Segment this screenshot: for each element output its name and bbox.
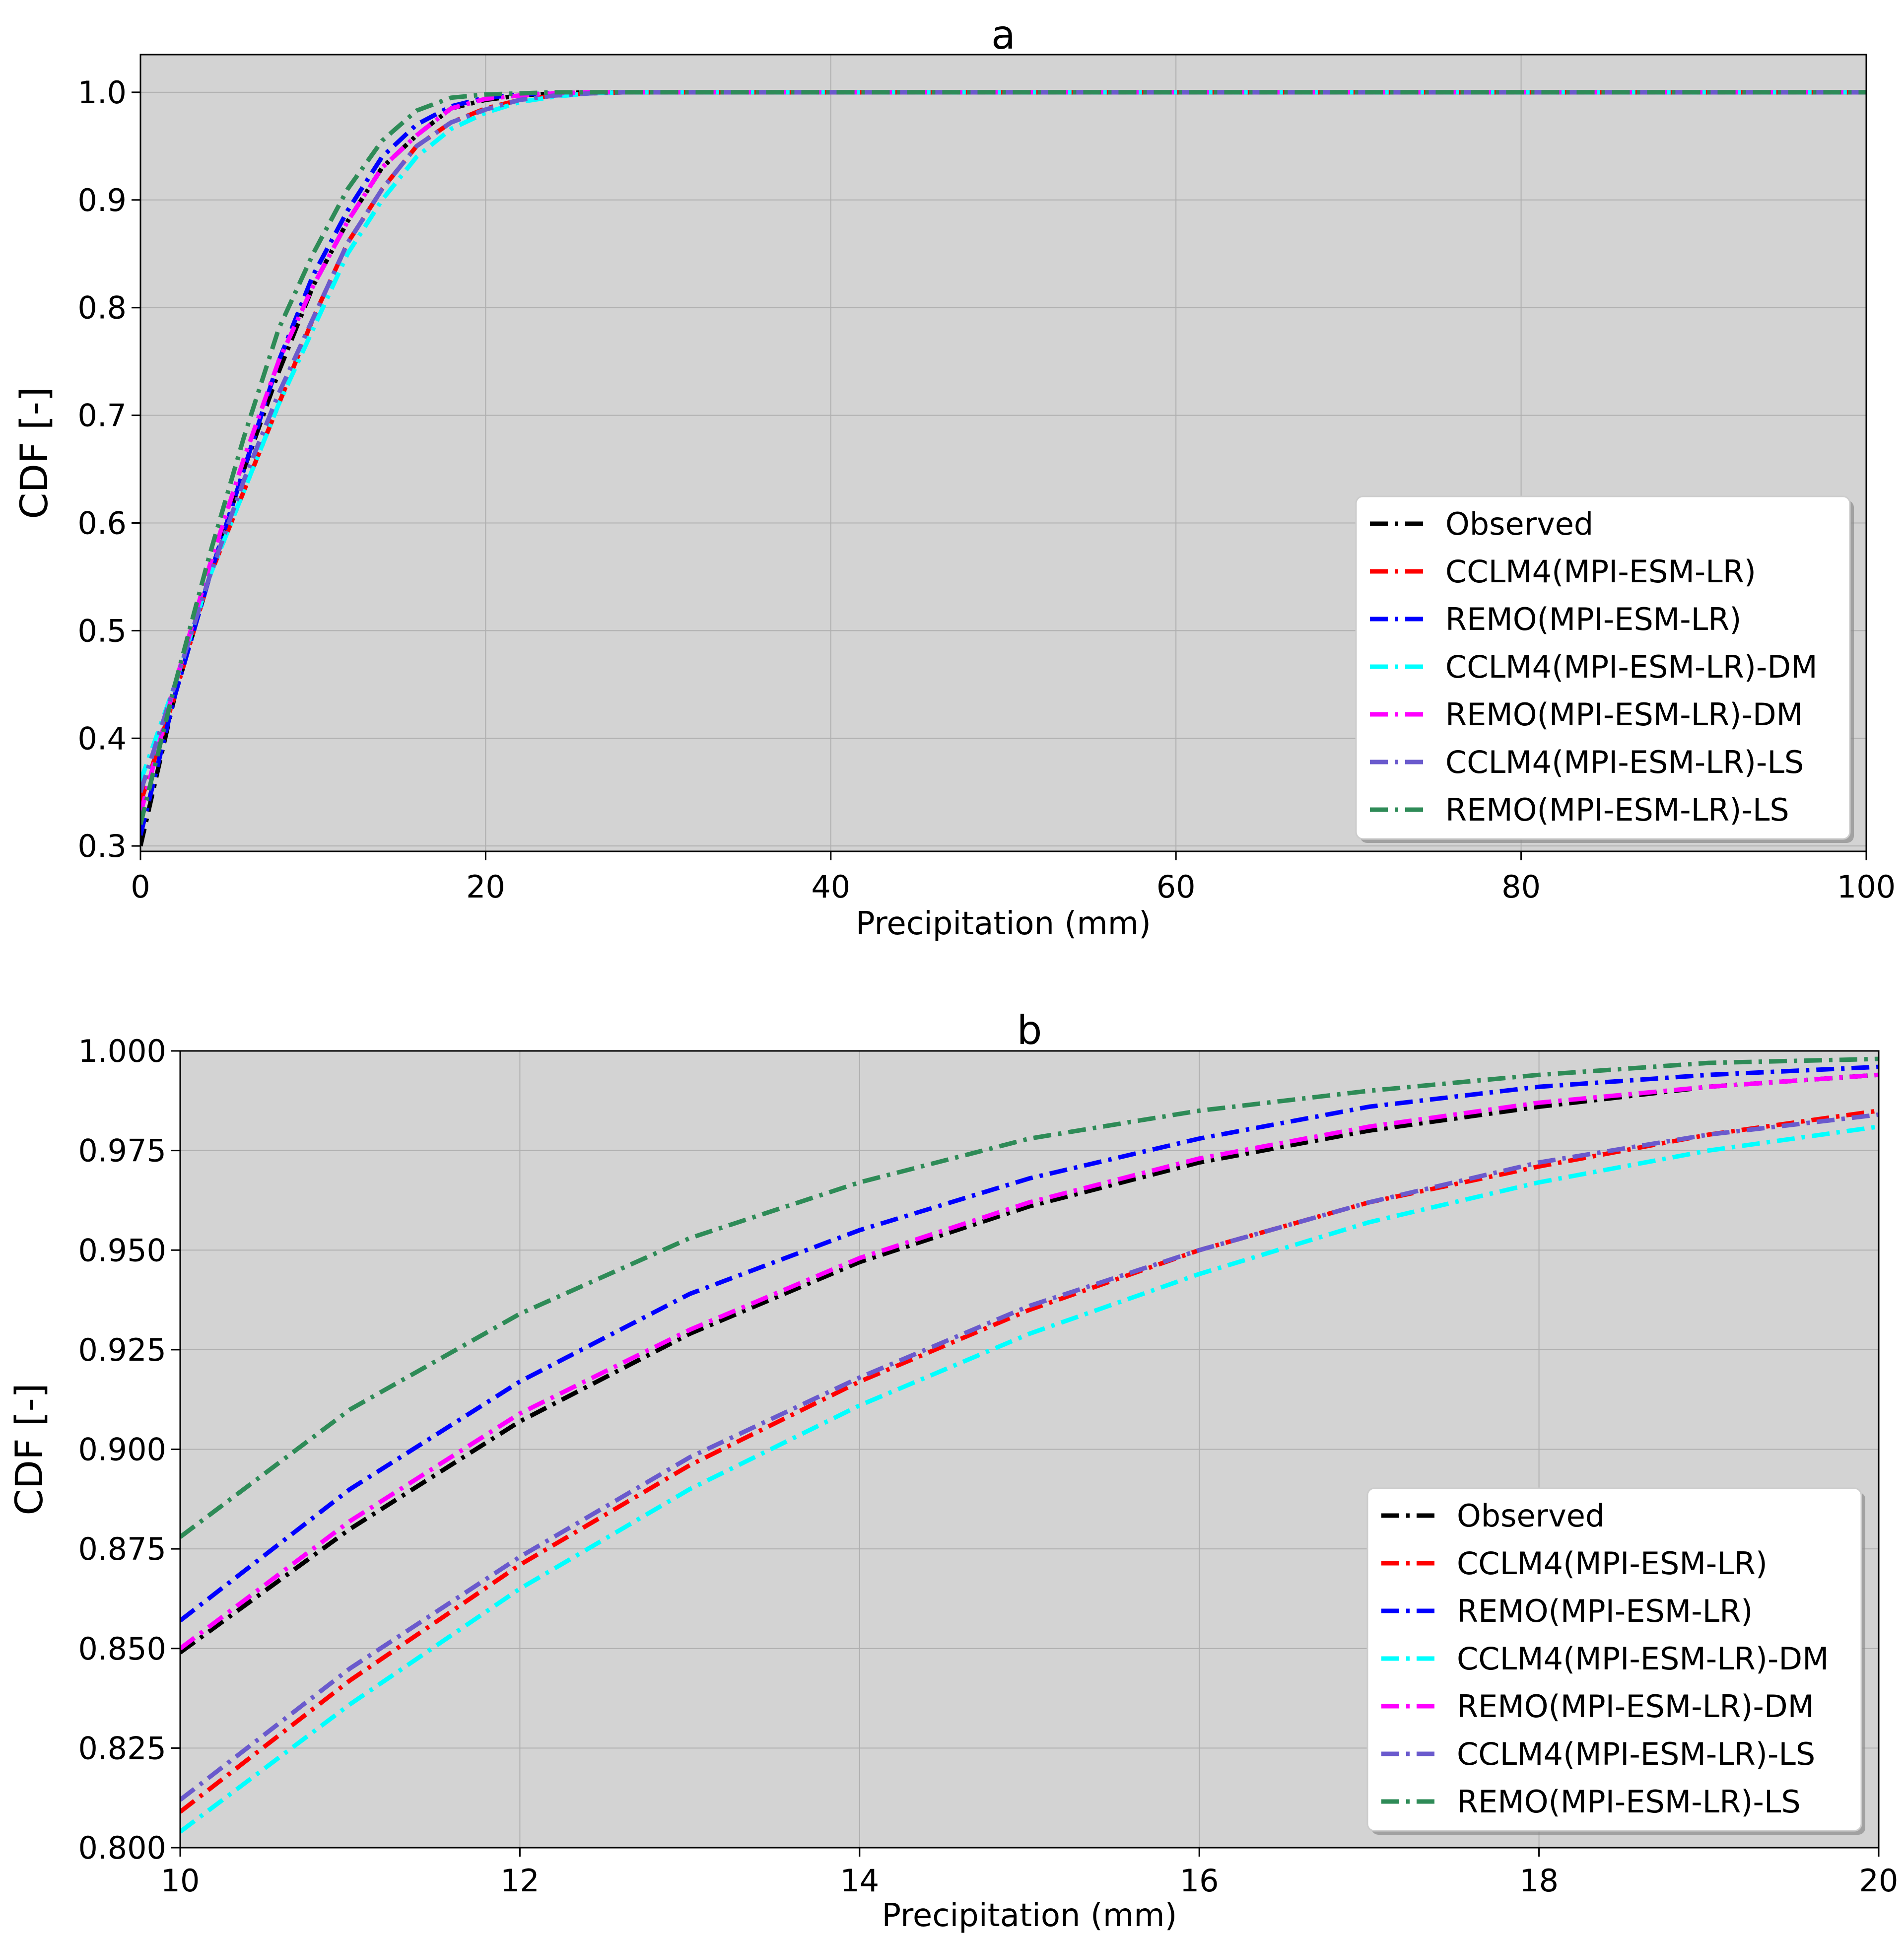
chart-a-legend-box <box>1355 495 1851 840</box>
chart-a-x-tick-label: 100 <box>1837 869 1896 905</box>
chart-b-legend-label: REMO(MPI-ESM-LR)-DM <box>1457 1688 1814 1725</box>
chart-a-legend-label: REMO(MPI-ESM-LR)-LS <box>1445 792 1789 828</box>
chart-b-y-tick-label: 0.875 <box>78 1531 167 1567</box>
chart-a-x-axis-label: Precipitation (mm) <box>856 905 1151 942</box>
chart-a-y-tick-label: 0.8 <box>77 290 127 326</box>
chart-a: 0 20 40 60 80 100 0.3 0.4 0.5 0.6 0.7 0.8 0.9 1.0 a Pre… <box>12 12 1896 942</box>
chart-a-legend-label: CCLM4(MPI-ESM-LR) <box>1445 554 1756 590</box>
chart-a-x-tick-label: 80 <box>1501 869 1541 905</box>
chart-b-y-tick-label: 0.950 <box>78 1232 167 1268</box>
chart-a-y-tick-label: 0.7 <box>77 398 127 434</box>
chart-b-legend-label: REMO(MPI-ESM-LR) <box>1457 1593 1753 1629</box>
chart-a-y-tick-label: 0.5 <box>77 613 127 649</box>
chart-a-legend-label: CCLM4(MPI-ESM-LR)-LS <box>1445 744 1804 780</box>
chart-a-series-line-cclm4-mpi-esm-lr <box>140 90 1866 804</box>
chart-a-x-tick-label: 60 <box>1156 869 1196 905</box>
chart-b-y-axis-label: CDF [-] <box>7 1383 51 1515</box>
chart-a-series-group <box>140 90 1866 847</box>
chart-a-y-tick-label: 0.3 <box>77 828 127 864</box>
chart-b-x-tick-label: 18 <box>1519 1863 1559 1899</box>
chart-b-x-tick-label: 16 <box>1180 1863 1219 1899</box>
chart-b-y-tick-label: 0.900 <box>78 1432 167 1468</box>
chart-a-legend-label: REMO(MPI-ESM-LR) <box>1445 601 1741 637</box>
chart-b: 10 12 14 16 18 20 0.800 0.825 0.850 0.875 0.900 0.9… <box>7 1007 1898 1934</box>
chart-b-x-tick-label: 10 <box>161 1863 200 1899</box>
chart-a-x-tick-label: 0 <box>131 869 150 905</box>
chart-a-legend-label: CCLM4(MPI-ESM-LR)-DM <box>1445 649 1818 685</box>
chart-b-legend-label: CCLM4(MPI-ESM-LR)-DM <box>1457 1641 1829 1677</box>
chart-a-legend: Observed CCLM4(MPI-ESM-LR) REMO(MPI-ESM-LR… <box>1355 495 1854 843</box>
chart-a-legend-label: REMO(MPI-ESM-LR)-DM <box>1445 696 1803 733</box>
chart-b-series-line-cclm4-mpi-esm-lr-ls <box>180 1112 1879 1802</box>
chart-a-y-tick-label: 0.6 <box>77 505 127 541</box>
chart-b-series-line-cclm4-mpi-esm-lr-dm <box>180 1124 1879 1834</box>
chart-a-series-line-remo-mpi-esm-lr-ls <box>140 90 1866 825</box>
chart-a-y-axis-label: CDF [-] <box>12 387 56 519</box>
chart-a-legend-label: Observed <box>1445 506 1593 542</box>
chart-b-legend: Observed CCLM4(MPI-ESM-LR) REMO(MPI-ESM-LR… <box>1366 1487 1865 1835</box>
chart-b-y-tick-label: 0.800 <box>78 1830 167 1866</box>
chart-a-series-line-cclm4-mpi-esm-lr-ls <box>140 90 1866 793</box>
chart-b-y-tick-label: 1.000 <box>78 1033 167 1069</box>
chart-b-y-tick-label: 0.850 <box>78 1631 167 1667</box>
chart-b-y-tick-label: 0.975 <box>78 1133 167 1169</box>
chart-a-axes-frame <box>139 54 1867 852</box>
chart-b-series-line-observed <box>180 1072 1879 1655</box>
chart-b-series-group <box>180 1056 1879 1834</box>
chart-b-y-tick-label: 0.925 <box>78 1332 167 1368</box>
chart-a-title: a <box>991 12 1016 58</box>
chart-b-series-line-remo-mpi-esm-lr <box>180 1064 1879 1623</box>
chart-b-x-tick-label: 12 <box>500 1863 540 1899</box>
chart-a-x-tick-label: 20 <box>466 869 505 905</box>
chart-b-series-line-remo-mpi-esm-lr-dm <box>180 1072 1879 1651</box>
chart-b-legend-label: CCLM4(MPI-ESM-LR)-LS <box>1457 1736 1815 1772</box>
chart-b-series-line-cclm4-mpi-esm-lr <box>180 1108 1879 1814</box>
chart-b-legend-label: CCLM4(MPI-ESM-LR) <box>1457 1545 1768 1582</box>
chart-a-x-tick-label: 40 <box>811 869 850 905</box>
chart-b-legend-label: Observed <box>1457 1498 1605 1534</box>
chart-b-x-tick-label: 14 <box>840 1863 879 1899</box>
chart-b-legend-box <box>1366 1487 1862 1832</box>
chart-a-y-tick-label: 1.0 <box>77 74 127 111</box>
chart-b-title: b <box>1017 1007 1042 1053</box>
chart-b-y-tick-label: 0.825 <box>78 1730 167 1766</box>
chart-a-y-tick-label: 0.9 <box>77 182 127 218</box>
chart-a-y-tick-label: 0.4 <box>77 720 127 757</box>
chart-b-legend-label: REMO(MPI-ESM-LR)-LS <box>1457 1784 1801 1820</box>
chart-b-series-line-remo-mpi-esm-lr-ls <box>180 1056 1879 1539</box>
chart-b-x-tick-label: 20 <box>1859 1863 1899 1899</box>
chart-b-x-axis-label: Precipitation (mm) <box>882 1897 1177 1934</box>
